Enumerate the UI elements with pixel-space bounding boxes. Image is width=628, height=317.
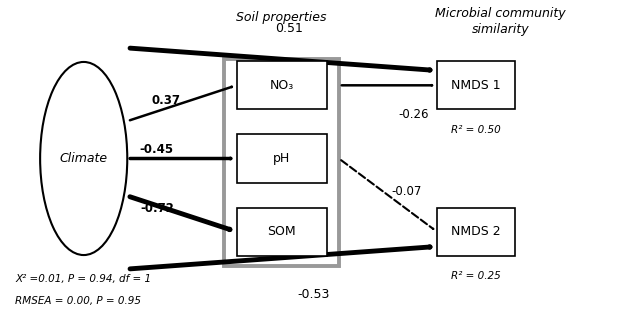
Text: -0.07: -0.07 bbox=[392, 185, 422, 198]
FancyBboxPatch shape bbox=[237, 208, 327, 256]
Ellipse shape bbox=[40, 62, 127, 255]
Text: Soil properties: Soil properties bbox=[236, 10, 327, 23]
FancyBboxPatch shape bbox=[237, 134, 327, 183]
Text: -0.72: -0.72 bbox=[140, 202, 174, 215]
Text: RMSEA = 0.00, P = 0.95: RMSEA = 0.00, P = 0.95 bbox=[15, 295, 141, 306]
Text: SOM: SOM bbox=[268, 225, 296, 238]
Text: pH: pH bbox=[273, 152, 290, 165]
Text: 0.51: 0.51 bbox=[275, 23, 303, 36]
FancyBboxPatch shape bbox=[237, 61, 327, 109]
FancyBboxPatch shape bbox=[224, 59, 339, 266]
Text: NMDS 1: NMDS 1 bbox=[451, 79, 501, 92]
Text: 0.37: 0.37 bbox=[151, 94, 180, 107]
Text: R² = 0.50: R² = 0.50 bbox=[451, 125, 501, 135]
Text: R² = 0.25: R² = 0.25 bbox=[451, 271, 501, 281]
Text: NO₃: NO₃ bbox=[269, 79, 294, 92]
Text: -0.53: -0.53 bbox=[298, 288, 330, 301]
Text: -0.45: -0.45 bbox=[140, 143, 174, 156]
Text: Climate: Climate bbox=[60, 152, 108, 165]
Text: X² =0.01, P = 0.94, df = 1: X² =0.01, P = 0.94, df = 1 bbox=[15, 274, 151, 284]
Text: -0.26: -0.26 bbox=[398, 108, 428, 121]
FancyBboxPatch shape bbox=[437, 208, 515, 256]
FancyBboxPatch shape bbox=[437, 61, 515, 109]
Text: NMDS 2: NMDS 2 bbox=[451, 225, 501, 238]
Text: Microbial community
similarity: Microbial community similarity bbox=[435, 7, 566, 36]
